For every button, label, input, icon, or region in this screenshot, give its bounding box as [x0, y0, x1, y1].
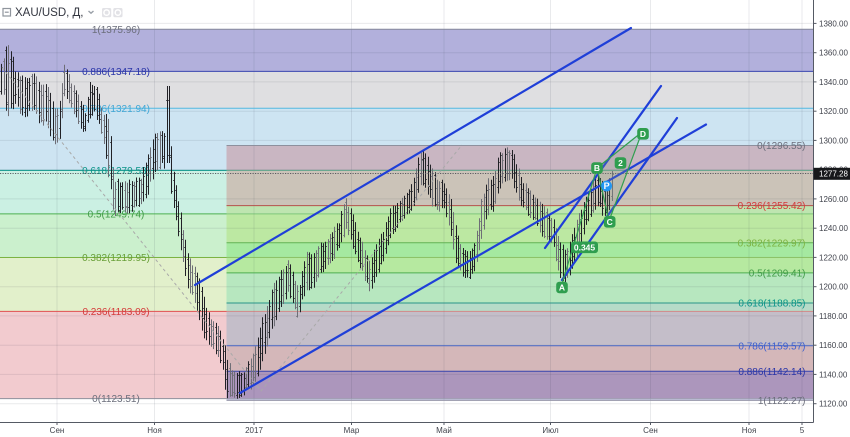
svg-text:Сен: Сен [50, 426, 65, 435]
svg-text:1220.00: 1220.00 [819, 253, 848, 262]
svg-text:0.886(1142.14): 0.886(1142.14) [738, 367, 805, 378]
svg-text:1360.00: 1360.00 [819, 49, 848, 58]
svg-text:1200.00: 1200.00 [819, 283, 848, 292]
svg-text:0.786(1321.94): 0.786(1321.94) [82, 104, 150, 115]
svg-text:Ноя: Ноя [147, 426, 162, 435]
svg-text:Май: Май [436, 426, 452, 435]
svg-text:0.236(1255.42): 0.236(1255.42) [738, 201, 806, 212]
svg-text:1240.00: 1240.00 [819, 224, 848, 233]
svg-text:B: B [594, 163, 600, 173]
svg-text:1260.00: 1260.00 [819, 195, 848, 204]
svg-text:P: P [604, 181, 610, 191]
svg-text:1320.00: 1320.00 [819, 107, 848, 116]
svg-text:5: 5 [800, 426, 805, 435]
svg-text:0.618(1188.85): 0.618(1188.85) [738, 299, 805, 310]
svg-text:1340.00: 1340.00 [819, 78, 848, 87]
svg-text:0.382(1229.97): 0.382(1229.97) [738, 238, 806, 249]
svg-text:XAU/USD, Д,: XAU/USD, Д, [15, 7, 84, 19]
svg-text:1(1122.27): 1(1122.27) [758, 396, 806, 407]
svg-text:1(1375.96): 1(1375.96) [92, 25, 140, 36]
svg-text:0.236(1183.09): 0.236(1183.09) [82, 307, 149, 318]
svg-text:Июл: Июл [542, 426, 559, 435]
svg-text:0.5(1209.41): 0.5(1209.41) [749, 268, 806, 279]
svg-text:1120.00: 1120.00 [819, 400, 848, 409]
svg-text:Мар: Мар [344, 426, 360, 435]
svg-text:0.382(1219.95): 0.382(1219.95) [82, 253, 150, 264]
svg-text:0.786(1159.57): 0.786(1159.57) [738, 341, 805, 352]
svg-text:D: D [640, 129, 646, 139]
svg-text:1140.00: 1140.00 [819, 370, 848, 379]
svg-text:1277.28: 1277.28 [819, 170, 848, 179]
svg-text:Сен: Сен [643, 426, 658, 435]
svg-text:Ноя: Ноя [742, 426, 757, 435]
svg-text:1180.00: 1180.00 [819, 312, 848, 321]
svg-text:0.886(1347.18): 0.886(1347.18) [82, 67, 150, 78]
svg-text:1380.00: 1380.00 [819, 19, 848, 28]
svg-text:A: A [559, 283, 565, 293]
svg-text:0(1296.55): 0(1296.55) [757, 141, 805, 152]
svg-text:2: 2 [618, 158, 623, 168]
svg-text:C: C [607, 217, 613, 227]
svg-text:0(1123.51): 0(1123.51) [92, 394, 140, 405]
svg-text:0.345: 0.345 [574, 242, 596, 252]
svg-text:1300.00: 1300.00 [819, 136, 848, 145]
svg-text:1160.00: 1160.00 [819, 341, 848, 350]
svg-text:0.618(1279.53): 0.618(1279.53) [82, 166, 150, 177]
svg-text:2017: 2017 [245, 426, 263, 435]
